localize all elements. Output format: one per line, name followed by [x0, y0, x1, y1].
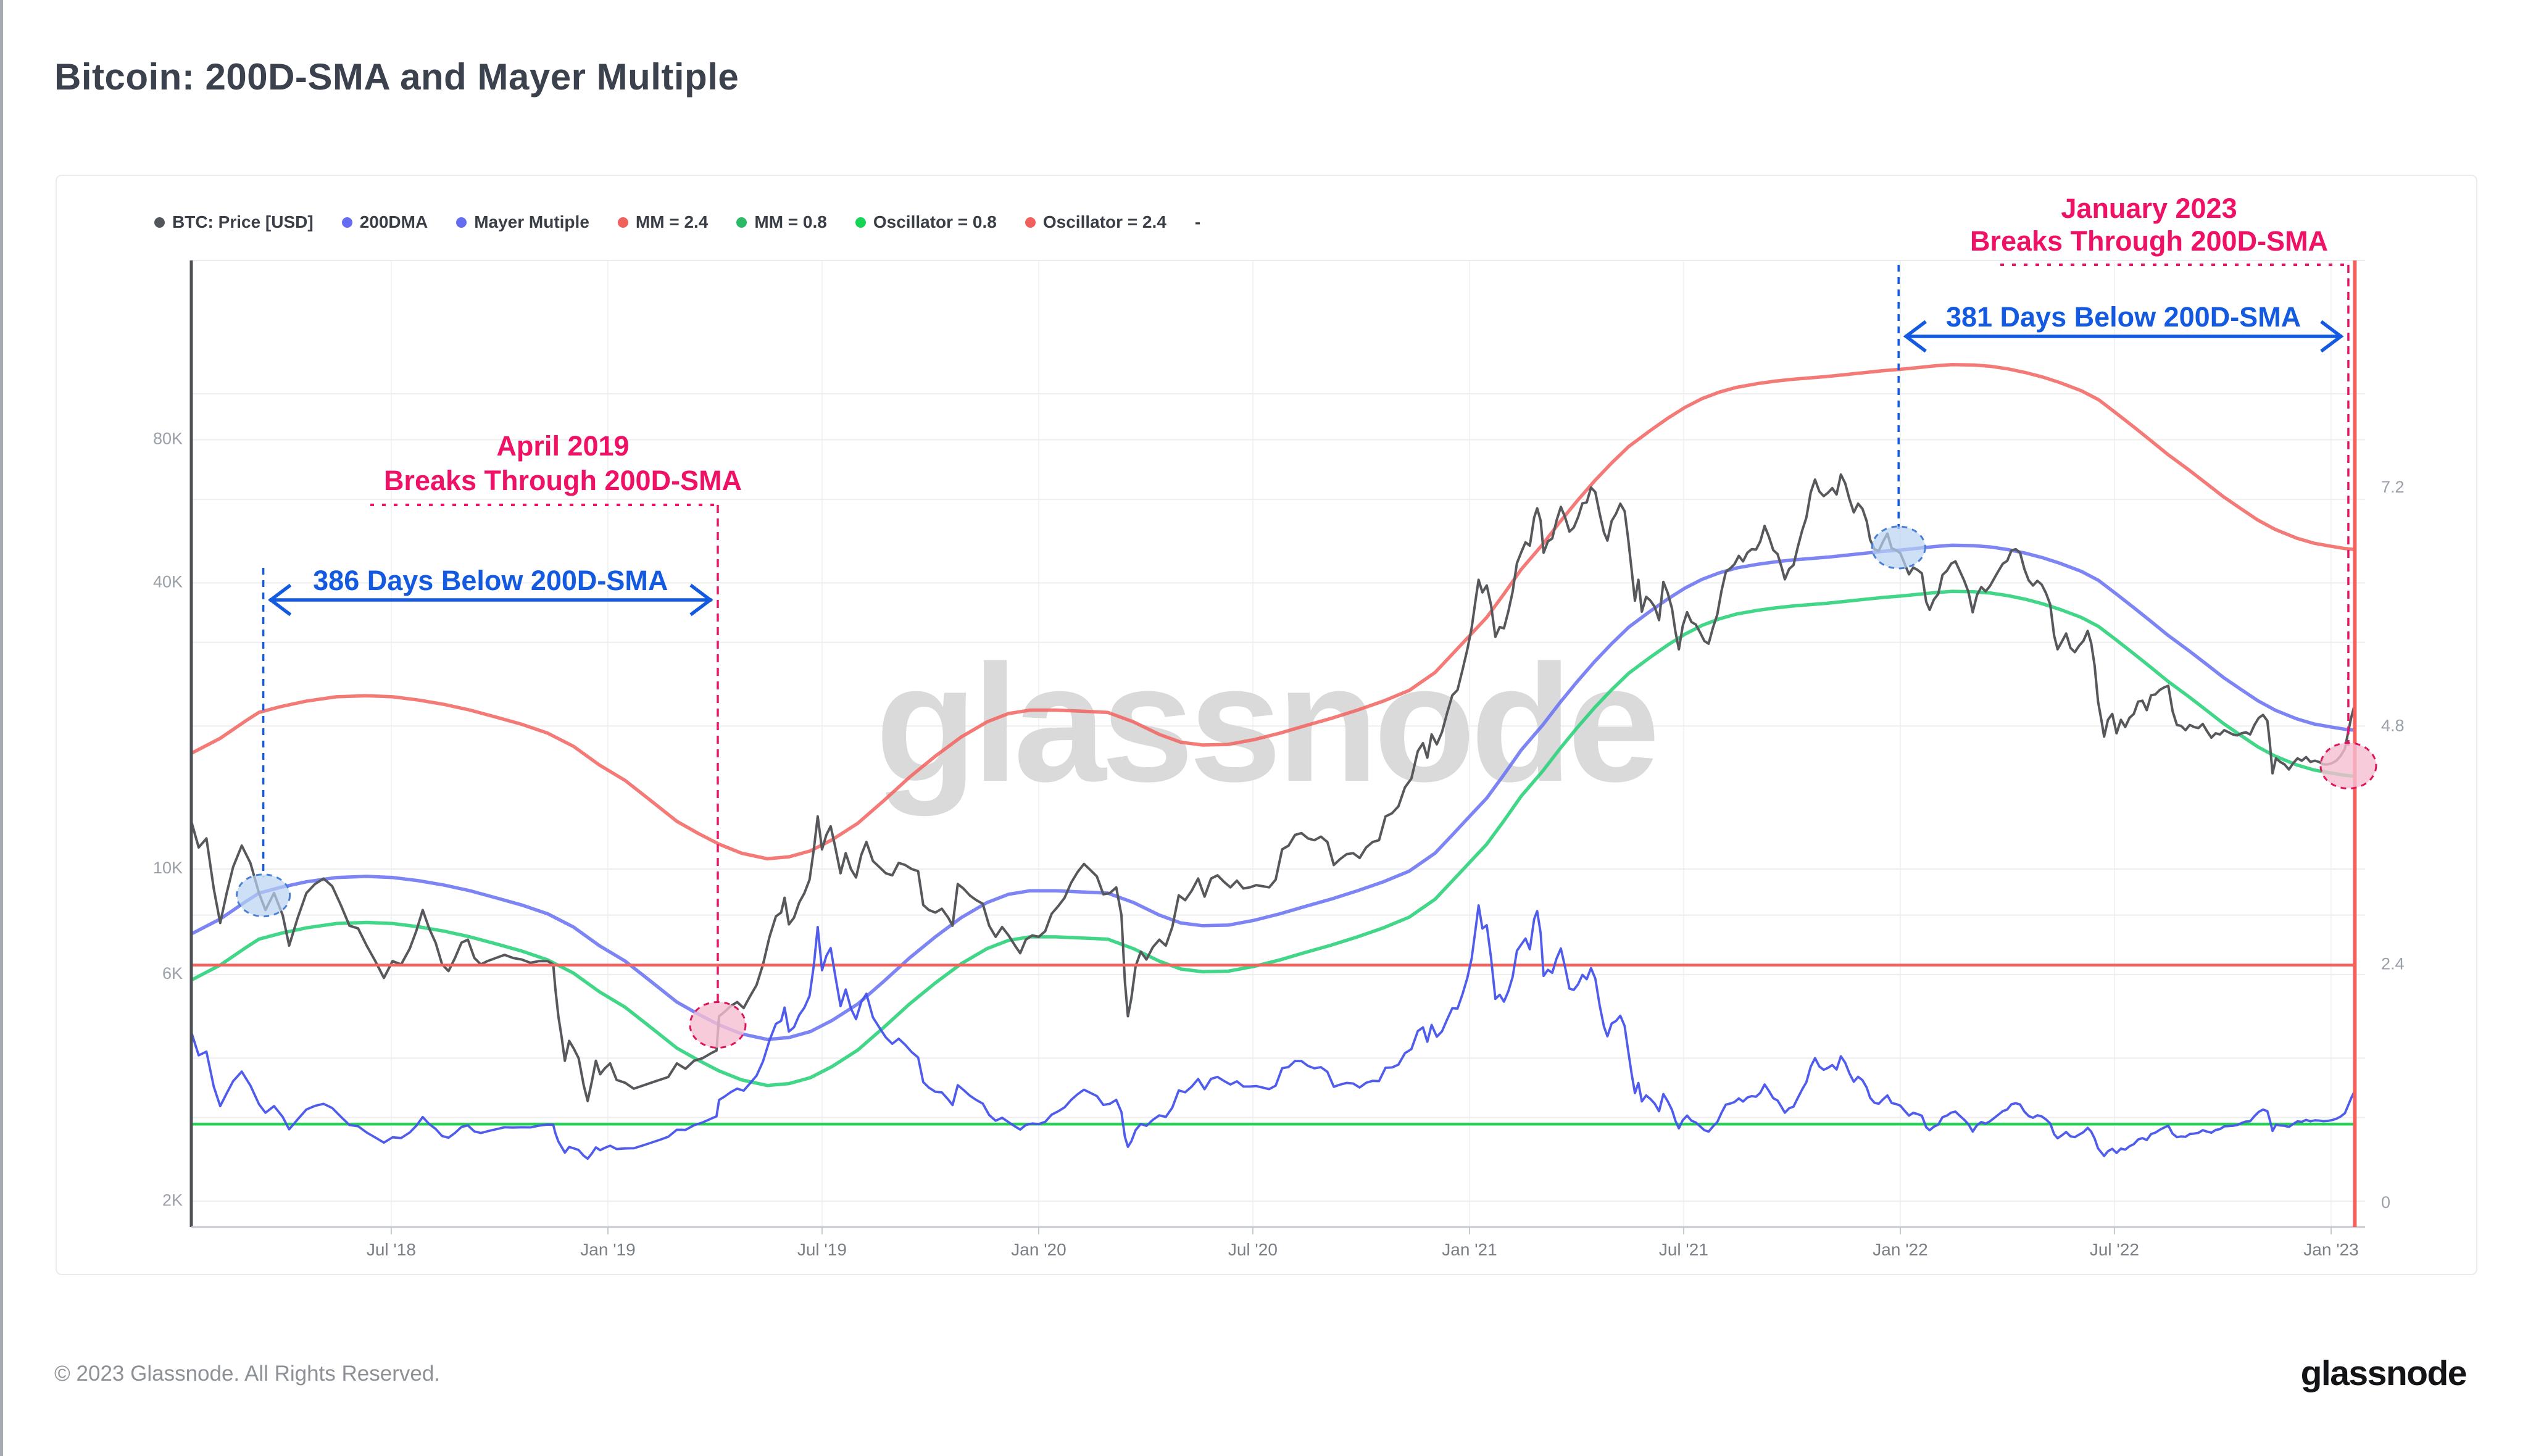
legend-color-dot-icon	[736, 217, 747, 228]
chart-card	[56, 175, 2477, 1275]
legend-item-oscillator-2-4[interactable]: Oscillator = 2.4	[1025, 212, 1166, 232]
chart-legend: BTC: Price [USD] 200DMA Mayer Mutiple MM = …	[154, 212, 1200, 232]
legend-color-dot-icon	[456, 217, 467, 228]
annotation-title-line1: January 2023	[2061, 193, 2237, 224]
y-left-tick-label: 2K	[162, 1191, 183, 1209]
legend-item-label: Mayer Mutiple	[474, 212, 589, 231]
mayer-multiple-oscillator-line	[190, 904, 2355, 1160]
x-tick-label: Jan '19	[580, 1240, 635, 1259]
legend-color-dot-icon	[154, 217, 165, 228]
cross-above-circle	[689, 1000, 747, 1049]
cross-below-circle	[1871, 525, 1926, 570]
legend-item-label: Oscillator = 2.4	[1042, 212, 1166, 231]
y-right-tick-label: 7.2	[2381, 478, 2405, 496]
x-tick-label: Jul '18	[367, 1240, 416, 1259]
y-right-tick-label: 4.8	[2381, 716, 2405, 734]
legend-item-label: MM = 2.4	[635, 212, 709, 231]
x-tick-label: Jul '21	[1659, 1240, 1708, 1259]
x-tick-label: Jan '23	[2303, 1240, 2358, 1259]
cross-above-circle	[2319, 742, 2377, 790]
y-left-tick-label: 80K	[153, 430, 183, 448]
x-tick-label: Jan '22	[1873, 1240, 1927, 1259]
glassnode-wordmark-logo: glassnode	[2300, 1354, 2468, 1393]
days-below-label: 386 Days Below 200D-SMA	[313, 565, 668, 596]
sma-200d-line	[190, 543, 2355, 1041]
annotation-title-line1: April 2019	[496, 430, 629, 462]
legend-color-dot-icon	[1025, 217, 1036, 228]
legend-item-200dma[interactable]: 200DMA	[341, 212, 428, 232]
arrow-head-right	[2320, 320, 2344, 353]
y-left-tick-label: 40K	[153, 573, 183, 591]
left-edge-strip	[0, 0, 3, 1456]
days-below-label: 381 Days Below 200D-SMA	[1946, 301, 2301, 333]
cross-below-circle	[236, 873, 291, 918]
legend-item-mayer-mutiple[interactable]: Mayer Mutiple	[456, 212, 589, 232]
legend-item-label: Oscillator = 0.8	[873, 212, 997, 231]
x-tick-label: Jul '19	[797, 1240, 847, 1259]
x-tick-label: Jan '21	[1442, 1240, 1497, 1259]
annotation-title-line2: Breaks Through 200D-SMA	[1970, 225, 2328, 257]
footer-copyright: © 2023 Glassnode. All Rights Reserved.	[54, 1362, 441, 1386]
legend-item-oscillator-0-8[interactable]: Oscillator = 0.8	[855, 212, 997, 232]
y-right-tick-label: 2.4	[2381, 955, 2405, 973]
legend-item-mm-2-4[interactable]: MM = 2.4	[617, 212, 709, 232]
arrow-head-right	[689, 583, 713, 617]
legend-item-btc-price-usd[interactable]: BTC: Price [USD]	[154, 212, 314, 232]
mm-2-4-band-line	[190, 362, 2355, 861]
legend-color-dot-icon	[855, 217, 866, 228]
legend-color-dot-icon	[617, 217, 628, 228]
glassnode-watermark: glassnode	[875, 631, 1656, 817]
x-tick-label: Jan '20	[1011, 1240, 1066, 1259]
legend-item-label: -	[1194, 212, 1201, 231]
y-right-tick-label: 0	[2381, 1193, 2390, 1212]
legend-item-[interactable]: -	[1195, 212, 1200, 232]
y-left-tick-label: 10K	[153, 859, 183, 877]
arrow-head-left	[268, 583, 292, 617]
page-title: Bitcoin: 200D-SMA and Mayer Multiple	[54, 56, 739, 98]
legend-item-label: 200DMA	[359, 212, 428, 231]
legend-item-mm-0-8[interactable]: MM = 0.8	[736, 212, 827, 232]
annotation-title-line2: Breaks Through 200D-SMA	[384, 465, 742, 496]
arrow-head-left	[1903, 320, 1927, 353]
gridlines	[191, 260, 2365, 1227]
axis-labels: 80K 40K 10K 6K 2K 7.2 4.8 2.4 0 Jul '18 Jan '19 Jul…	[153, 430, 2405, 1259]
btc-price-line	[190, 473, 2355, 1102]
y-left-tick-label: 6K	[162, 964, 183, 983]
legend-item-label: BTC: Price [USD]	[172, 212, 314, 231]
x-tick-label: Jul '20	[1228, 1240, 1278, 1259]
x-tick-label: Jul '22	[2090, 1240, 2139, 1259]
mm-0-8-band-line	[190, 589, 2355, 1088]
legend-item-label: MM = 0.8	[754, 212, 827, 231]
series-lines	[190, 362, 2355, 1160]
legend-color-dot-icon	[341, 217, 352, 228]
